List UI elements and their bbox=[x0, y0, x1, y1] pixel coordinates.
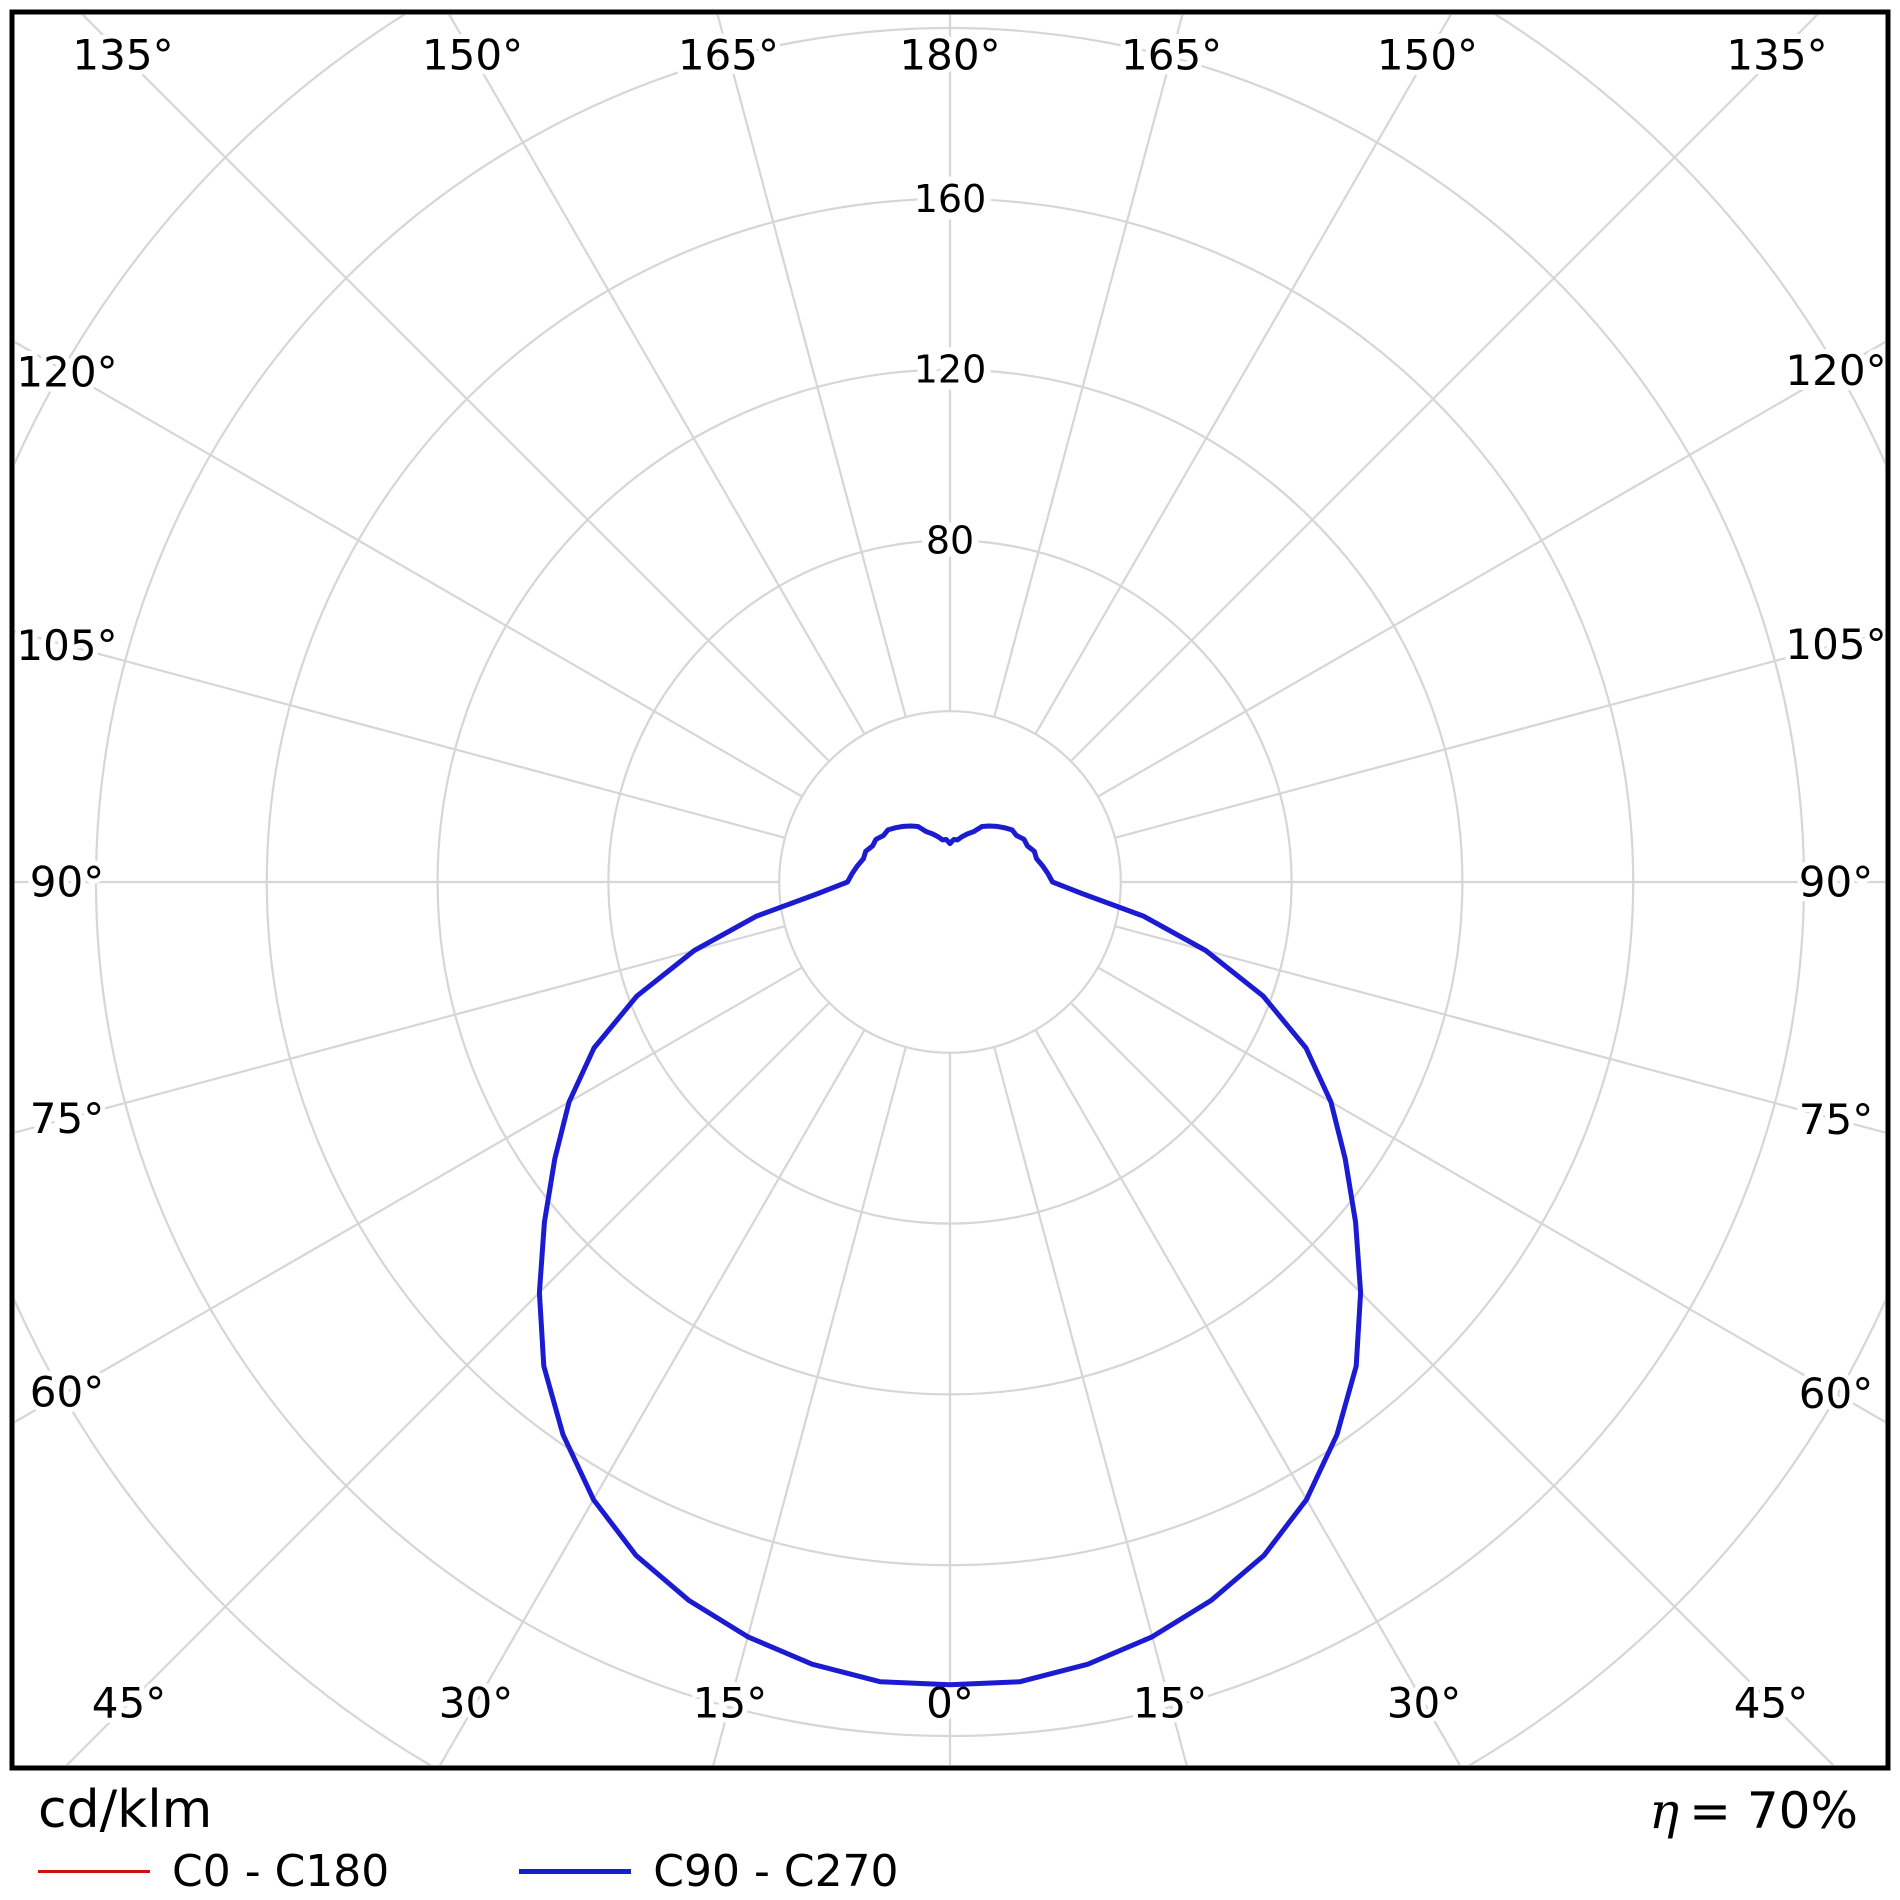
angle-label-45: 45° bbox=[1734, 1679, 1808, 1728]
radial-tick-labels: 80 120 160 bbox=[907, 170, 994, 570]
angle-label-30: 30° bbox=[439, 1679, 513, 1728]
angle-label-150: 150° bbox=[1377, 31, 1478, 80]
angle-label-15: 15° bbox=[1133, 1679, 1207, 1728]
chart-border bbox=[9, 9, 1891, 1771]
angle-label-180: 180° bbox=[899, 31, 1000, 80]
angle-label-75: 75° bbox=[1799, 1095, 1873, 1144]
angle-label-90: 90° bbox=[30, 858, 104, 907]
eta-value: = 70% bbox=[1689, 1782, 1858, 1840]
angle-label-120: 120° bbox=[1785, 346, 1886, 395]
legend-label-c90-c270: C90 - C270 bbox=[653, 1846, 899, 1897]
angle-label-90: 90° bbox=[1799, 858, 1873, 907]
legend: C0 - C180 C90 - C270 bbox=[38, 1846, 899, 1897]
angle-label-150: 150° bbox=[422, 31, 523, 80]
angle-label-105: 105° bbox=[1785, 620, 1886, 669]
legend-item-c90-c270: C90 - C270 bbox=[519, 1846, 899, 1897]
angle-label-75: 75° bbox=[30, 1094, 104, 1143]
angle-label-165: 165° bbox=[678, 31, 779, 80]
eta-symbol: η bbox=[1649, 1782, 1680, 1840]
radial-tick-160: 160 bbox=[914, 177, 987, 221]
radial-tick-80: 80 bbox=[926, 518, 974, 562]
angle-label-30: 30° bbox=[1387, 1679, 1461, 1728]
efficiency-label: η = 70% bbox=[1649, 1782, 1858, 1840]
legend-line-red bbox=[38, 1870, 150, 1873]
angle-label-105: 105° bbox=[16, 621, 117, 670]
angle-label-60: 60° bbox=[1799, 1369, 1873, 1418]
angle-label-15: 15° bbox=[693, 1679, 767, 1728]
angle-label-165: 165° bbox=[1121, 31, 1222, 80]
angle-label-135: 135° bbox=[1726, 31, 1827, 80]
angle-label-60: 60° bbox=[30, 1367, 104, 1416]
polar-chart: 0° 15°15° 30°30° 45°45°60°60°75°75°90°90°10… bbox=[9, 9, 1892, 1771]
legend-item-c0-c180: C0 - C180 bbox=[38, 1846, 389, 1897]
angle-labels: 0° 15°15° 30°30° 45°45°60°60°75°75°90°90°10… bbox=[11, 26, 1891, 1733]
angle-label-135: 135° bbox=[72, 31, 173, 80]
chart-footer: cd/klm η = 70% C0 - C180 C90 - C270 bbox=[0, 1780, 1900, 1900]
angle-label-120: 120° bbox=[16, 348, 117, 397]
curve-c90-c270 bbox=[536, 823, 1364, 1688]
polar-diagram-area: 0° 15° 15° 30° 30° 45° 45° 60° 60° 75° 75° 90° 90° 10… bbox=[9, 9, 1892, 1771]
polar-grid bbox=[15, 15, 1885, 1765]
unit-label: cd/klm bbox=[38, 1780, 213, 1840]
angle-label-45: 45° bbox=[92, 1679, 166, 1728]
legend-label-c0-c180: C0 - C180 bbox=[172, 1846, 390, 1897]
legend-line-blue bbox=[519, 1869, 632, 1874]
radial-tick-120: 120 bbox=[914, 348, 987, 392]
